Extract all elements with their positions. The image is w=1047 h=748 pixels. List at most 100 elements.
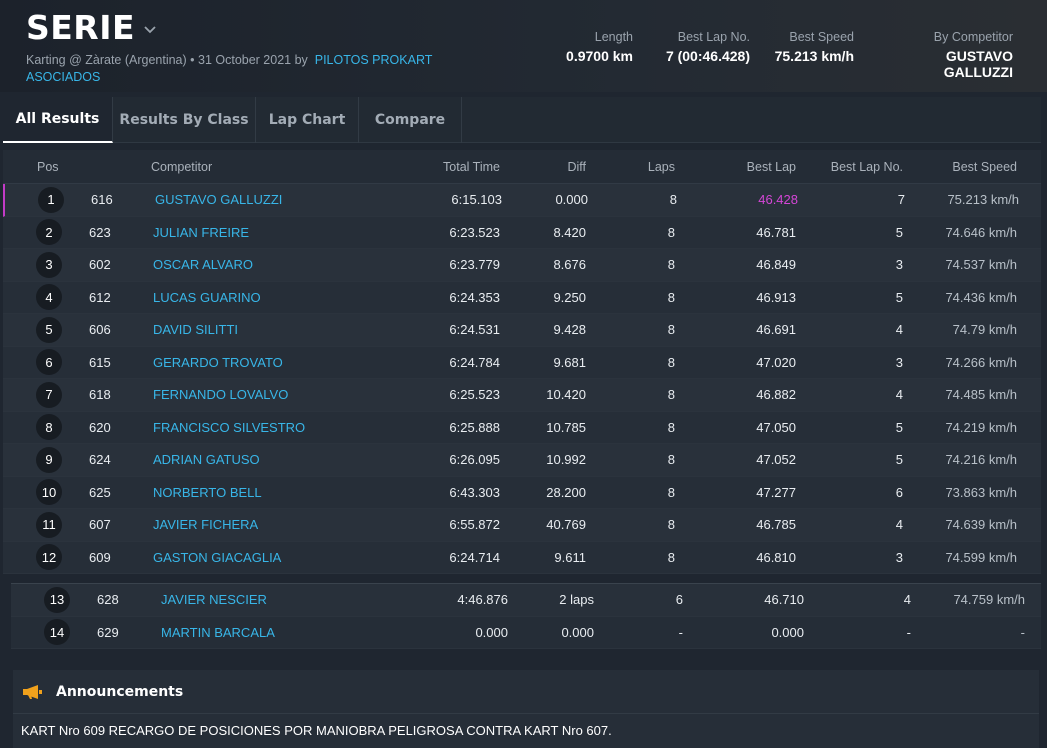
stat-length: Length 0.9700 km [560, 30, 633, 64]
table-body: 1 616 GUSTAVO GALLUZZI 6:15.103 0.000 8 46.428… [3, 184, 1041, 574]
laps: 8 [667, 224, 675, 240]
kart-number: 628 [97, 592, 119, 608]
kart-number: 615 [89, 354, 111, 370]
chevron-down-icon[interactable] [143, 23, 157, 37]
kart-number: 623 [89, 224, 111, 240]
laps: 8 [667, 322, 675, 338]
table-row[interactable]: 9 624 ADRIAN GATUSO 6:26.095 10.992 8 47.052 5 7… [3, 444, 1041, 477]
total-time: 6:25.888 [449, 419, 500, 435]
position-cell: 1 [5, 186, 71, 213]
tab-results-by-class[interactable]: Results By Class [113, 97, 256, 143]
col-pos[interactable]: Pos [37, 159, 59, 174]
best-lap-no: 6 [895, 484, 903, 500]
event-info: Karting @ Zàrate (Argentina) • 31 Octobe… [26, 52, 466, 86]
table-row[interactable]: 12 609 GASTON GIACAGLIA 6:24.714 9.611 8 46.81… [3, 541, 1041, 574]
diff: 10.420 [546, 387, 586, 403]
kart-number: 616 [91, 192, 113, 208]
stat-best-lap-no: Best Lap No. 7 (00:46.428) [650, 30, 750, 64]
best-lap-no: 5 [895, 419, 903, 435]
table-row[interactable]: 6 615 GERARDO TROVATO 6:24.784 9.681 8 47.020 3… [3, 346, 1041, 379]
best-speed: 74.646 km/h [945, 224, 1017, 240]
diff: 10.992 [546, 452, 586, 468]
diff: 0.000 [561, 624, 594, 640]
stat-value: GUSTAVO GALLUZZI [943, 48, 1013, 80]
table-row[interactable]: 2 623 JULIAN FREIRE 6:23.523 8.420 8 46.781 5 74… [3, 216, 1041, 249]
total-time: 6:55.872 [449, 517, 500, 533]
laps: 8 [667, 289, 675, 305]
results-table: Pos Competitor Total Time Diff Laps Best… [3, 150, 1041, 574]
total-time: 6:23.779 [449, 257, 500, 273]
best-lap: 47.277 [756, 484, 796, 500]
kart-number: 618 [89, 387, 111, 403]
diff: 28.200 [546, 484, 586, 500]
competitor-name-link[interactable]: GERARDO TROVATO [153, 354, 283, 370]
competitor-name-link[interactable]: FERNANDO LOVALVO [153, 387, 289, 403]
table-row[interactable]: 1 616 GUSTAVO GALLUZZI 6:15.103 0.000 8 46.428… [3, 184, 1041, 217]
best-speed: 74.436 km/h [945, 289, 1017, 305]
total-time: 6:24.714 [449, 549, 500, 565]
best-speed: 74.759 km/h [953, 592, 1025, 608]
table-row[interactable]: 13 628 JAVIER NESCIER 4:46.876 2 laps 6 46.710… [11, 584, 1041, 617]
total-time: 6:24.531 [449, 322, 500, 338]
stat-value: 7 (00:46.428) [665, 48, 750, 64]
col-best-speed[interactable]: Best Speed [952, 159, 1017, 174]
table-row[interactable]: 10 625 NORBERTO BELL 6:43.303 28.200 8 47.277 6… [3, 476, 1041, 509]
table-row[interactable]: 3 602 OSCAR ALVARO 6:23.779 8.676 8 46.849 3 74.… [3, 249, 1041, 282]
competitor-name-link[interactable]: LUCAS GUARINO [153, 289, 261, 305]
laps: 8 [667, 419, 675, 435]
best-speed: 74.599 km/h [945, 549, 1017, 565]
competitor-name-link[interactable]: JAVIER FICHERA [153, 517, 259, 533]
col-laps[interactable]: Laps [647, 159, 675, 174]
best-lap-no: 4 [895, 517, 903, 533]
table-row[interactable]: 5 606 DAVID SILITTI 6:24.531 9.428 8 46.691 4 74… [3, 314, 1041, 347]
kart-number: 609 [89, 549, 111, 565]
laps: - [678, 624, 683, 640]
best-lap-no: 7 [897, 192, 905, 208]
competitor-name-link[interactable]: DAVID SILITTI [153, 322, 238, 338]
competitor-name-link[interactable]: OSCAR ALVARO [153, 257, 253, 273]
col-best-lap-no[interactable]: Best Lap No. [830, 159, 903, 174]
competitor-name-link[interactable]: NORBERTO BELL [153, 484, 262, 500]
competitor-name-link[interactable]: FRANCISCO SILVESTRO [153, 419, 306, 435]
table-body-unclassified: 13 628 JAVIER NESCIER 4:46.876 2 laps 6 46.710… [11, 584, 1041, 649]
best-lap: 47.020 [756, 354, 796, 370]
best-lap: 47.052 [756, 452, 796, 468]
total-time: 6:15.103 [451, 192, 502, 208]
competitor-name-link[interactable]: GASTON GIACAGLIA [153, 549, 282, 565]
table-row[interactable]: 7 618 FERNANDO LOVALVO 6:25.523 10.420 8 46.88… [3, 379, 1041, 412]
laps: 8 [667, 257, 675, 273]
position-cell: 11 [3, 511, 69, 538]
col-best-lap[interactable]: Best Lap [746, 159, 796, 174]
total-time: 6:25.523 [449, 387, 500, 403]
tab-compare[interactable]: Compare [359, 97, 462, 143]
position-badge: 6 [36, 349, 62, 376]
best-speed: 74.219 km/h [945, 419, 1017, 435]
position-badge: 7 [36, 381, 62, 408]
table-row[interactable]: 11 607 JAVIER FICHERA 6:55.872 40.769 8 46.785… [3, 509, 1041, 542]
table-row[interactable]: 8 620 FRANCISCO SILVESTRO 6:25.888 10.785 8 47… [3, 411, 1041, 444]
organizer-link[interactable]: PILOTOS PROKART ASOCIADOS [26, 53, 433, 84]
tab-lap-chart[interactable]: Lap Chart [256, 97, 359, 143]
laps: 8 [669, 192, 677, 208]
table-row[interactable]: 4 612 LUCAS GUARINO 6:24.353 9.250 8 46.913 5 74… [3, 281, 1041, 314]
diff: 10.785 [546, 419, 586, 435]
table-row[interactable]: 14 629 MARTIN BARCALA 0.000 0.000 - 0.000 - - [11, 616, 1041, 649]
col-diff[interactable]: Diff [567, 159, 586, 174]
competitor-name-link[interactable]: ADRIAN GATUSO [153, 452, 260, 468]
best-lap: 46.710 [764, 592, 804, 608]
competitor-name-link[interactable]: JULIAN FREIRE [153, 224, 250, 240]
competitor-name-link[interactable]: JAVIER NESCIER [161, 592, 267, 608]
kart-number: 602 [89, 257, 111, 273]
position-badge: 8 [36, 414, 62, 441]
kart-number: 629 [97, 624, 119, 640]
results-tabs: All Results Results By Class Lap Chart C… [3, 97, 1041, 143]
col-competitor[interactable]: Competitor [151, 159, 213, 174]
competitor-name-link[interactable]: GUSTAVO GALLUZZI [155, 192, 283, 208]
total-time: 6:24.353 [449, 289, 500, 305]
tab-all-results[interactable]: All Results [3, 97, 113, 143]
col-total-time[interactable]: Total Time [443, 159, 500, 174]
position-badge: 12 [36, 544, 62, 571]
competitor-name-link[interactable]: MARTIN BARCALA [161, 624, 275, 640]
session-title-dropdown[interactable]: SERIE [26, 8, 157, 47]
total-time: 0.000 [475, 624, 508, 640]
